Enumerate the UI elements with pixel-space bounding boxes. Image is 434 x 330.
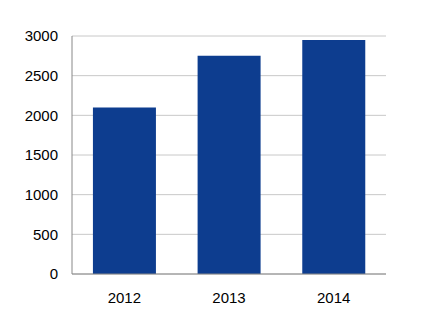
svg-text:2013: 2013 xyxy=(212,289,245,306)
svg-text:3000: 3000 xyxy=(25,27,58,44)
svg-text:1000: 1000 xyxy=(25,186,58,203)
svg-text:500: 500 xyxy=(33,226,58,243)
svg-text:0: 0 xyxy=(50,265,58,282)
svg-text:2000: 2000 xyxy=(25,107,58,124)
svg-text:2500: 2500 xyxy=(25,67,58,84)
svg-text:2012: 2012 xyxy=(108,289,141,306)
svg-text:1500: 1500 xyxy=(25,146,58,163)
svg-text:2014: 2014 xyxy=(317,289,350,306)
